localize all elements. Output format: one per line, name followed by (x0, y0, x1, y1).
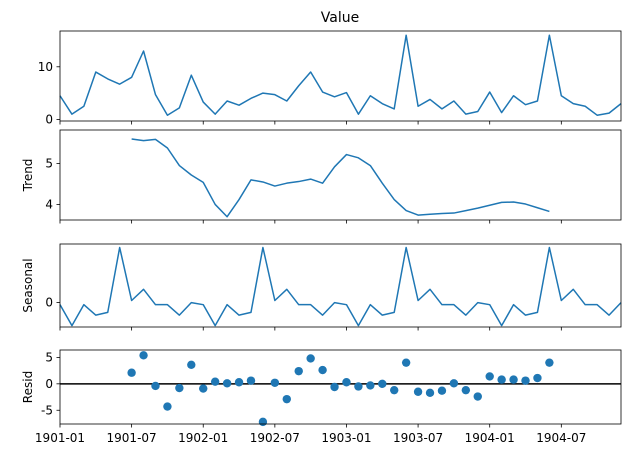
resid-point (461, 385, 471, 395)
resid-point (163, 402, 172, 411)
resid-point (449, 379, 459, 388)
seasonal-ytick-label: 0 (45, 296, 53, 310)
resid-point (151, 381, 160, 391)
value-ytick-label: 0 (45, 112, 53, 126)
resid-point (246, 376, 256, 385)
x-tick-label: 1903-01 (321, 431, 371, 445)
resid-point (354, 382, 363, 391)
seasonal-series-line (59, 246, 622, 327)
resid-point (413, 387, 423, 396)
resid-point (139, 351, 148, 360)
resid-point (282, 394, 291, 404)
resid-point (390, 385, 399, 395)
resid-point (342, 378, 351, 387)
value-series-line (59, 34, 622, 116)
resid-point (306, 354, 315, 363)
resid-point (521, 376, 530, 385)
x-tick-label: 1901-01 (35, 431, 85, 445)
trend-series-line (131, 138, 550, 218)
trend-ylabel: Trend (21, 159, 35, 193)
x-tick-label: 1902-01 (178, 431, 228, 445)
value-panel-frame (59, 30, 622, 122)
resid-point (425, 388, 435, 398)
resid-panel-frame (59, 349, 622, 425)
trend-ytick-label: 5 (45, 157, 53, 171)
resid-point (234, 378, 244, 387)
resid-point (187, 360, 196, 369)
resid-point (175, 383, 184, 393)
resid-point (366, 381, 375, 390)
resid-point (318, 365, 327, 375)
value-panel-title: Value (321, 10, 359, 26)
trend-panel-frame (59, 129, 622, 221)
resid-point (473, 392, 482, 401)
resid-point (127, 368, 136, 377)
value-ytick-label: 10 (38, 60, 53, 74)
resid-point (437, 386, 447, 395)
resid-ytick-label: 0 (45, 377, 53, 391)
resid-point (533, 373, 542, 383)
seasonal-panel-frame (59, 243, 622, 328)
x-tick-label: 1901-07 (107, 431, 157, 445)
x-tick-label: 1904-07 (536, 431, 586, 445)
resid-point (258, 417, 268, 427)
resid-ylabel: Resid (21, 371, 35, 403)
resid-point (199, 384, 208, 393)
resid-point (401, 358, 411, 367)
seasonal-ylabel: Seasonal (21, 258, 35, 312)
resid-ytick-label: 5 (45, 350, 53, 364)
resid-point (545, 358, 554, 367)
resid-point (294, 366, 303, 376)
resid-point (485, 372, 494, 381)
x-tick-label: 1904-01 (465, 431, 515, 445)
resid-ytick-label: -5 (41, 403, 53, 417)
x-tick-label: 1903-07 (393, 431, 443, 445)
resid-point (509, 375, 518, 384)
resid-point (222, 379, 232, 388)
resid-point (210, 377, 220, 386)
x-tick-label: 1902-07 (250, 431, 300, 445)
resid-point (330, 382, 339, 392)
resid-point (378, 379, 387, 389)
trend-ytick-label: 4 (45, 197, 53, 211)
resid-point (270, 378, 280, 387)
resid-point (497, 375, 506, 384)
